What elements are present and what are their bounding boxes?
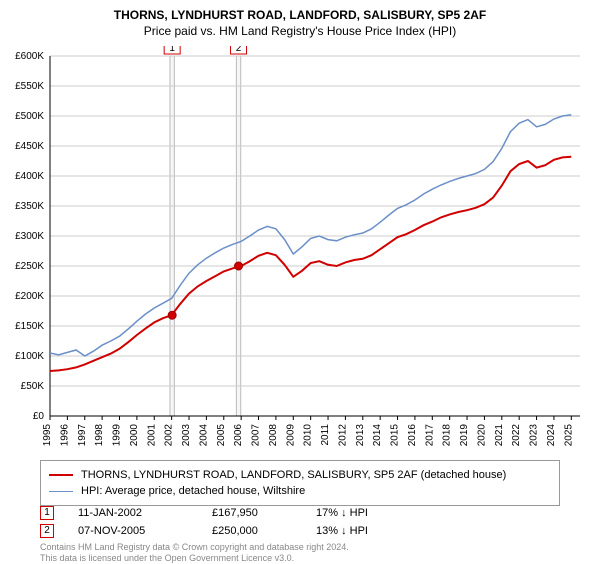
marker-box-1: 1 bbox=[40, 506, 54, 520]
svg-text:2015: 2015 bbox=[390, 424, 401, 447]
marker-price-1: £167,950 bbox=[212, 504, 292, 522]
svg-text:2003: 2003 bbox=[181, 424, 192, 447]
svg-text:2010: 2010 bbox=[303, 424, 314, 447]
legend-swatch-property bbox=[49, 474, 73, 476]
svg-text:£150K: £150K bbox=[15, 321, 44, 332]
marker-price-2: £250,000 bbox=[212, 522, 292, 540]
svg-text:1997: 1997 bbox=[77, 424, 88, 447]
svg-text:£0: £0 bbox=[33, 411, 45, 422]
markers-table: 1 11-JAN-2002 £167,950 17% ↓ HPI 2 07-NO… bbox=[40, 504, 560, 540]
svg-text:2025: 2025 bbox=[563, 424, 574, 447]
credits: Contains HM Land Registry data © Crown c… bbox=[40, 542, 560, 564]
svg-text:2002: 2002 bbox=[164, 424, 175, 447]
svg-text:2014: 2014 bbox=[372, 424, 383, 447]
svg-text:£450K: £450K bbox=[15, 141, 44, 152]
line-chart: £0 £50K £100K £150K £200K £250K £300K £350K £400… bbox=[0, 46, 600, 450]
svg-text:2006: 2006 bbox=[233, 424, 244, 447]
marker-box-2: 2 bbox=[40, 524, 54, 538]
svg-text:1999: 1999 bbox=[112, 424, 123, 447]
svg-text:£100K: £100K bbox=[15, 351, 44, 362]
svg-text:2017: 2017 bbox=[424, 424, 435, 447]
svg-text:1998: 1998 bbox=[94, 424, 105, 447]
svg-text:2000: 2000 bbox=[129, 424, 140, 447]
svg-text:2007: 2007 bbox=[251, 424, 262, 447]
svg-text:1995: 1995 bbox=[42, 424, 53, 447]
svg-text:£350K: £350K bbox=[15, 201, 44, 212]
svg-text:£200K: £200K bbox=[15, 291, 44, 302]
svg-text:2023: 2023 bbox=[529, 424, 540, 447]
credits-line2: This data is licensed under the Open Gov… bbox=[40, 553, 294, 563]
legend-row-hpi: HPI: Average price, detached house, Wilt… bbox=[49, 483, 551, 499]
svg-text:2001: 2001 bbox=[146, 424, 157, 447]
svg-text:2011: 2011 bbox=[320, 424, 331, 446]
svg-text:2008: 2008 bbox=[268, 424, 279, 447]
svg-text:£400K: £400K bbox=[15, 171, 44, 182]
marker-date-2: 07-NOV-2005 bbox=[78, 522, 188, 540]
svg-text:£50K: £50K bbox=[21, 381, 45, 392]
legend-swatch-hpi bbox=[49, 491, 73, 492]
chart-title: THORNS, LYNDHURST ROAD, LANDFORD, SALISB… bbox=[0, 0, 600, 22]
legend-row-property: THORNS, LYNDHURST ROAD, LANDFORD, SALISB… bbox=[49, 467, 551, 483]
svg-text:2018: 2018 bbox=[442, 424, 453, 447]
legend-label-hpi: HPI: Average price, detached house, Wilt… bbox=[81, 483, 305, 499]
svg-text:£250K: £250K bbox=[15, 261, 44, 272]
svg-text:2005: 2005 bbox=[216, 424, 227, 447]
legend-box: THORNS, LYNDHURST ROAD, LANDFORD, SALISB… bbox=[40, 460, 560, 506]
svg-text:£500K: £500K bbox=[15, 111, 44, 122]
svg-text:2022: 2022 bbox=[511, 424, 522, 447]
legend-label-property: THORNS, LYNDHURST ROAD, LANDFORD, SALISB… bbox=[81, 467, 506, 483]
svg-text:1: 1 bbox=[169, 46, 175, 54]
marker-row-2: 2 07-NOV-2005 £250,000 13% ↓ HPI bbox=[40, 522, 560, 540]
svg-text:2012: 2012 bbox=[337, 424, 348, 447]
svg-text:2: 2 bbox=[236, 46, 242, 54]
svg-text:2009: 2009 bbox=[285, 424, 296, 447]
svg-text:2020: 2020 bbox=[476, 424, 487, 447]
svg-text:£550K: £550K bbox=[15, 81, 44, 92]
credits-line1: Contains HM Land Registry data © Crown c… bbox=[40, 542, 349, 552]
svg-text:£300K: £300K bbox=[15, 231, 44, 242]
svg-text:2016: 2016 bbox=[407, 424, 418, 447]
svg-text:2004: 2004 bbox=[198, 424, 209, 447]
svg-text:2024: 2024 bbox=[546, 424, 557, 447]
marker-row-1: 1 11-JAN-2002 £167,950 17% ↓ HPI bbox=[40, 504, 560, 522]
marker-date-1: 11-JAN-2002 bbox=[78, 504, 188, 522]
svg-text:2019: 2019 bbox=[459, 424, 470, 447]
marker-diff-2: 13% ↓ HPI bbox=[316, 522, 406, 540]
marker-diff-1: 17% ↓ HPI bbox=[316, 504, 406, 522]
svg-text:2021: 2021 bbox=[494, 424, 505, 447]
svg-text:2013: 2013 bbox=[355, 424, 366, 447]
chart-area: £0 £50K £100K £150K £200K £250K £300K £350K £400… bbox=[0, 46, 600, 450]
svg-text:1996: 1996 bbox=[59, 424, 70, 447]
svg-text:£600K: £600K bbox=[15, 51, 44, 62]
chart-subtitle: Price paid vs. HM Land Registry's House … bbox=[0, 22, 600, 44]
